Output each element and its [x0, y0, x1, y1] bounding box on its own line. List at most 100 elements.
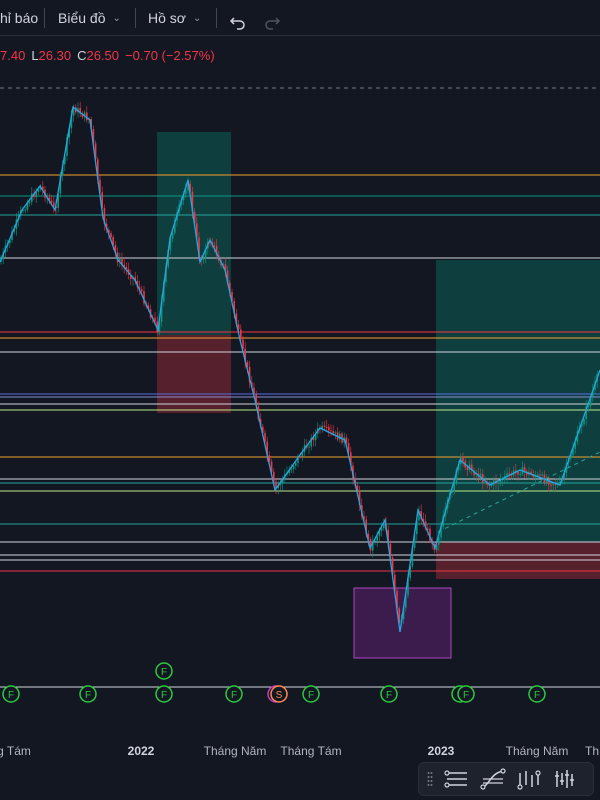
- chart-menu-label: Biểu đồ: [58, 10, 106, 26]
- candle-body: [187, 183, 189, 191]
- redo-button[interactable]: [263, 9, 281, 30]
- candle-body: [53, 202, 55, 207]
- path-tool-icon[interactable]: [515, 767, 543, 791]
- candle-body: [466, 467, 469, 470]
- candle-body: [215, 245, 218, 256]
- candle-body: [90, 119, 92, 129]
- ohlc-close-value: 26.50: [86, 48, 120, 63]
- candle-body: [506, 473, 508, 476]
- candle-body: [174, 220, 176, 233]
- candle-body: [235, 313, 238, 325]
- price-chart[interactable]: F F F F F S F F F F: [0, 36, 600, 740]
- candle-body: [455, 469, 458, 483]
- candle-body: [189, 183, 191, 192]
- candle-body: [396, 590, 398, 609]
- earnings-event-marker[interactable]: F: [528, 685, 546, 703]
- undo-button[interactable]: [229, 9, 247, 30]
- candle-body: [163, 282, 165, 302]
- earnings-event-marker[interactable]: F: [225, 685, 243, 703]
- candle-body: [185, 190, 187, 195]
- candle-body: [275, 481, 277, 488]
- candle-body: [154, 317, 156, 322]
- earnings-event-marker[interactable]: F: [155, 685, 173, 703]
- earnings-event-marker[interactable]: F: [302, 685, 320, 703]
- candle-body: [9, 240, 11, 244]
- trend-line[interactable]: [437, 451, 600, 533]
- candle-body: [147, 305, 150, 310]
- earnings-event-marker[interactable]: F: [380, 685, 398, 703]
- candle-body: [244, 348, 246, 363]
- candle-body: [66, 137, 68, 156]
- earnings-event-marker[interactable]: F: [451, 685, 475, 703]
- candle-body: [453, 482, 455, 492]
- candle-body: [413, 534, 416, 548]
- candle-body: [193, 211, 196, 224]
- event-markers: F F F F F S F F F F: [2, 662, 546, 703]
- candle-body: [479, 473, 482, 478]
- candle-body: [539, 474, 541, 476]
- indicators-button[interactable]: hỉ báo: [0, 0, 38, 36]
- long-position-profit-zone[interactable]: [436, 260, 600, 542]
- candle-body: [537, 474, 539, 477]
- candle-body: [233, 301, 235, 314]
- horizontal-lines-icon[interactable]: [443, 767, 471, 791]
- candle-body: [545, 479, 548, 483]
- candle-body: [101, 192, 103, 209]
- candle-body: [229, 283, 231, 293]
- candle-body: [112, 237, 114, 245]
- candle-body: [79, 108, 81, 114]
- candle-body: [552, 483, 554, 485]
- earnings-event-marker[interactable]: F: [155, 662, 173, 680]
- indicators-label: hỉ báo: [0, 10, 39, 26]
- candle-body: [310, 437, 312, 447]
- candle-body: [288, 470, 290, 473]
- bars-tool-icon[interactable]: [551, 767, 579, 791]
- earnings-event-marker[interactable]: F: [2, 685, 20, 703]
- fib-tool-icon[interactable]: [479, 767, 507, 791]
- candle-body: [515, 470, 517, 472]
- candle-body: [325, 426, 328, 428]
- candle-body: [323, 425, 326, 427]
- candle-body: [411, 547, 414, 567]
- candle-body: [422, 519, 425, 522]
- candle-body: [589, 396, 592, 406]
- earnings-event-letter: F: [308, 690, 314, 701]
- ohlc-legend: 7.40 L26.30 C26.50 −0.70 (−2.57%): [0, 47, 215, 65]
- split-event-marker[interactable]: S: [267, 685, 288, 703]
- chart-menu-button[interactable]: Biểu đồ ⌄: [58, 0, 121, 36]
- ohlc-change-value: −0.70 (−2.57%): [125, 48, 215, 63]
- long-position-stop-zone[interactable]: [157, 335, 231, 413]
- candle-body: [231, 292, 233, 302]
- earnings-event-marker[interactable]: F: [79, 685, 97, 703]
- time-axis[interactable]: g Tám 2022 Tháng Năm Tháng Tám 2023 Thán…: [0, 738, 600, 768]
- candle-body: [301, 451, 304, 457]
- candle-body: [242, 339, 244, 349]
- grip-icon[interactable]: [427, 771, 433, 787]
- profile-menu-button[interactable]: Hồ sơ ⌄: [148, 0, 201, 36]
- candle-body: [339, 433, 341, 440]
- candle-body: [356, 485, 359, 491]
- candle-body: [119, 259, 121, 263]
- earnings-event-letter: F: [161, 667, 167, 678]
- candle-body: [378, 530, 381, 537]
- long-position-profit-zone[interactable]: [157, 132, 231, 335]
- candle-body: [416, 520, 418, 535]
- candle-body: [383, 523, 385, 529]
- rectangle-drawing[interactable]: [353, 587, 452, 659]
- candle-body: [462, 456, 464, 462]
- candle-body: [321, 425, 323, 429]
- candle-body: [523, 467, 526, 472]
- candle-body: [581, 424, 583, 427]
- zigzag-indicator-line: [0, 105, 600, 633]
- candlestick-series: [0, 101, 598, 628]
- candle-body: [387, 529, 389, 544]
- candle-body: [97, 159, 99, 180]
- candle-body: [121, 259, 123, 265]
- candle-body: [429, 528, 431, 541]
- time-axis-label: Tháng Năm: [505, 744, 569, 758]
- candle-body: [347, 443, 350, 453]
- candle-body: [585, 406, 587, 420]
- candle-body: [295, 462, 297, 466]
- candle-body: [266, 441, 268, 456]
- candle-body: [171, 232, 174, 239]
